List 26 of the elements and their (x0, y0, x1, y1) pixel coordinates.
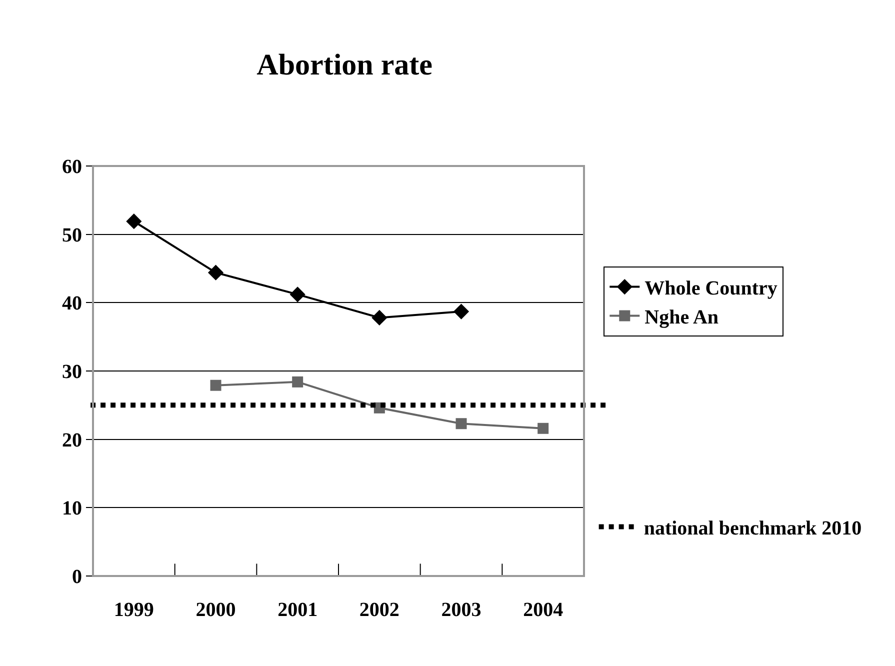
y-tick-label: 10 (62, 498, 82, 520)
y-tick-label: 50 (62, 224, 82, 246)
y-tick-label: 40 (62, 292, 82, 315)
point (453, 304, 470, 320)
point (208, 264, 224, 280)
point (290, 286, 306, 302)
point (538, 422, 549, 434)
point (210, 380, 222, 391)
point (456, 418, 467, 430)
x-tick-label: 2003 (441, 599, 482, 621)
legend-label: national benchmark 2010 (644, 518, 862, 540)
x-tick-label: 2004 (523, 599, 564, 621)
x-tick-label: 2000 (196, 599, 236, 621)
legend-label: Whole Country (644, 278, 778, 300)
point (292, 376, 304, 388)
x-tick-label: 1999 (114, 599, 154, 621)
point (372, 310, 388, 326)
x-tick-label: 2002 (359, 599, 400, 621)
point (126, 214, 142, 230)
y-tick-label: 60 (62, 156, 82, 178)
x-tick-label: 2001 (278, 599, 318, 621)
legend-label: Nghe An (644, 306, 719, 329)
y-tick-label: 20 (62, 429, 82, 452)
y-tick-label: 30 (62, 361, 82, 383)
y-tick-label: 0 (72, 566, 82, 588)
chart-title: Abortion rate (256, 48, 432, 82)
